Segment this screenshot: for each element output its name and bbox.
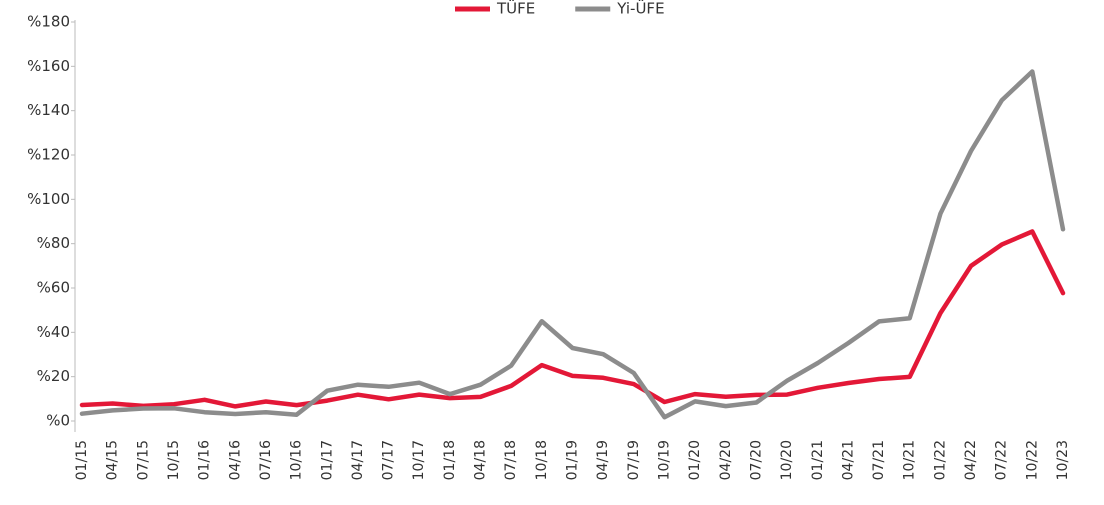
- x-tick-label: 10/21: [902, 440, 918, 480]
- x-tick-label: 04/22: [963, 440, 979, 480]
- x-tick-label: 01/20: [687, 440, 703, 480]
- x-tick-label: 04/19: [595, 440, 611, 480]
- x-tick-label: 10/17: [411, 440, 427, 480]
- series-line: [79, 229, 1066, 409]
- x-tick-label: 07/18: [503, 440, 519, 480]
- y-tick-label: %180: [27, 13, 70, 31]
- x-tick-label: 10/23: [1055, 440, 1071, 480]
- y-tick-label: %60: [37, 279, 70, 297]
- y-tick-label: %100: [27, 190, 70, 208]
- x-tick-label: 04/16: [227, 440, 243, 480]
- x-tick-label: 01/16: [197, 440, 213, 480]
- x-tick-label: 01/21: [810, 440, 826, 480]
- x-tick-label: 07/20: [748, 440, 764, 480]
- y-tick-label: %20: [37, 367, 70, 385]
- y-tick-label: %140: [27, 101, 70, 119]
- x-tick-label: 07/16: [258, 440, 274, 480]
- series-line: [79, 69, 1066, 420]
- x-tick-label: 04/20: [718, 440, 734, 480]
- x-tick-label: 10/22: [1024, 440, 1040, 480]
- x-tick-label: 04/18: [473, 440, 489, 480]
- x-tick-label: 04/21: [840, 440, 856, 480]
- x-tick-label: 04/17: [350, 440, 366, 480]
- x-tick-label: 07/21: [871, 440, 887, 480]
- y-tick-label: %80: [37, 234, 70, 252]
- x-tick-label: 10/20: [779, 440, 795, 480]
- x-tick-label: 10/15: [166, 440, 182, 480]
- y-tick-label: %0: [46, 412, 70, 430]
- y-tick-label: %160: [27, 57, 70, 75]
- legend-label: Yi-ÜFE: [616, 0, 664, 18]
- x-tick-label: 01/18: [442, 440, 458, 480]
- x-tick-label: 07/17: [381, 440, 397, 480]
- x-tick-label: 10/16: [289, 440, 305, 480]
- x-tick-label: 10/18: [534, 440, 550, 480]
- x-tick-label: 01/22: [932, 440, 948, 480]
- x-tick-label: 07/19: [626, 440, 642, 480]
- x-tick-label: 07/15: [135, 440, 151, 480]
- y-tick-label: %40: [37, 323, 70, 341]
- x-tick-label: 01/17: [319, 440, 335, 480]
- x-tick-label: 07/22: [994, 440, 1010, 480]
- x-tick-label: 01/15: [74, 440, 90, 480]
- x-tick-label: 01/19: [565, 440, 581, 480]
- x-tick-label: 04/15: [105, 440, 121, 480]
- x-tick-label: 10/19: [656, 440, 672, 480]
- y-tick-label: %120: [27, 146, 70, 164]
- legend-label: TÜFE: [496, 0, 535, 18]
